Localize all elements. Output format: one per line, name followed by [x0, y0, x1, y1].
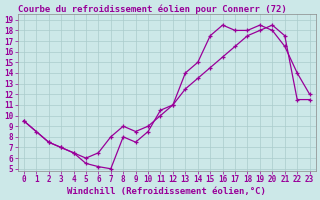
Text: Courbe du refroidissement éolien pour Connerr (72): Courbe du refroidissement éolien pour Co… [18, 4, 286, 14]
X-axis label: Windchill (Refroidissement éolien,°C): Windchill (Refroidissement éolien,°C) [67, 187, 266, 196]
